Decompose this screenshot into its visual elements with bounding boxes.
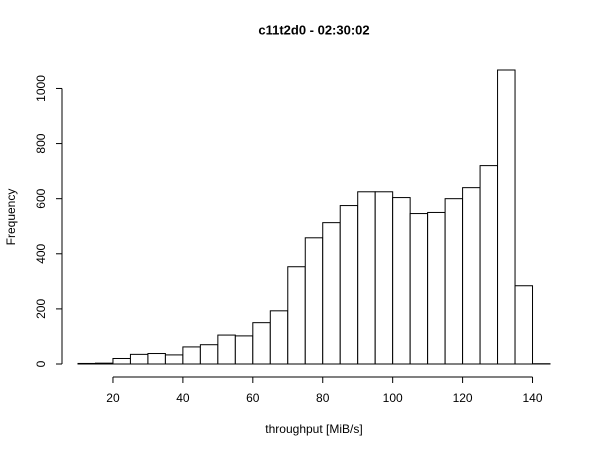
bar: [322, 222, 341, 365]
chart-title: c11t2d0 - 02:30:02: [258, 22, 369, 37]
bar: [252, 322, 271, 365]
bar: [392, 197, 411, 365]
bar: [462, 187, 481, 365]
x-tick-label: 80: [316, 391, 330, 405]
x-axis-label: throughput [MiB/s]: [265, 422, 362, 436]
bar: [427, 211, 446, 365]
bar: [479, 165, 499, 365]
x-tick-label: 40: [176, 391, 190, 405]
y-tick-label: 200: [34, 299, 48, 319]
y-tick-label: 1000: [34, 75, 48, 102]
bar: [287, 266, 306, 365]
bar: [112, 357, 131, 365]
bar: [217, 334, 236, 365]
bar: [182, 346, 201, 365]
bar: [199, 344, 219, 365]
bar: [77, 362, 96, 365]
bar: [304, 237, 324, 365]
bar: [409, 213, 429, 365]
bar: [129, 353, 149, 365]
x-tick-label: 140: [523, 391, 543, 405]
bar: [357, 191, 376, 365]
y-axis-label: Frequency: [4, 189, 18, 246]
bar: [269, 310, 289, 365]
x-tick-label: 60: [246, 391, 260, 405]
x-tick-label: 120: [453, 391, 473, 405]
bar: [497, 69, 516, 365]
bar: [147, 353, 166, 365]
bar: [234, 335, 254, 365]
bar: [339, 205, 359, 365]
bar: [94, 362, 114, 365]
x-tick-label: 100: [383, 391, 403, 405]
bar: [514, 285, 534, 365]
y-tick-label: 0: [34, 360, 48, 367]
y-tick-label: 800: [34, 133, 48, 153]
y-tick-label: 600: [34, 188, 48, 208]
y-tick-label: 400: [34, 243, 48, 263]
bar: [164, 354, 184, 365]
bar: [374, 191, 394, 365]
bar: [444, 198, 464, 365]
x-tick-label: 20: [106, 391, 120, 405]
